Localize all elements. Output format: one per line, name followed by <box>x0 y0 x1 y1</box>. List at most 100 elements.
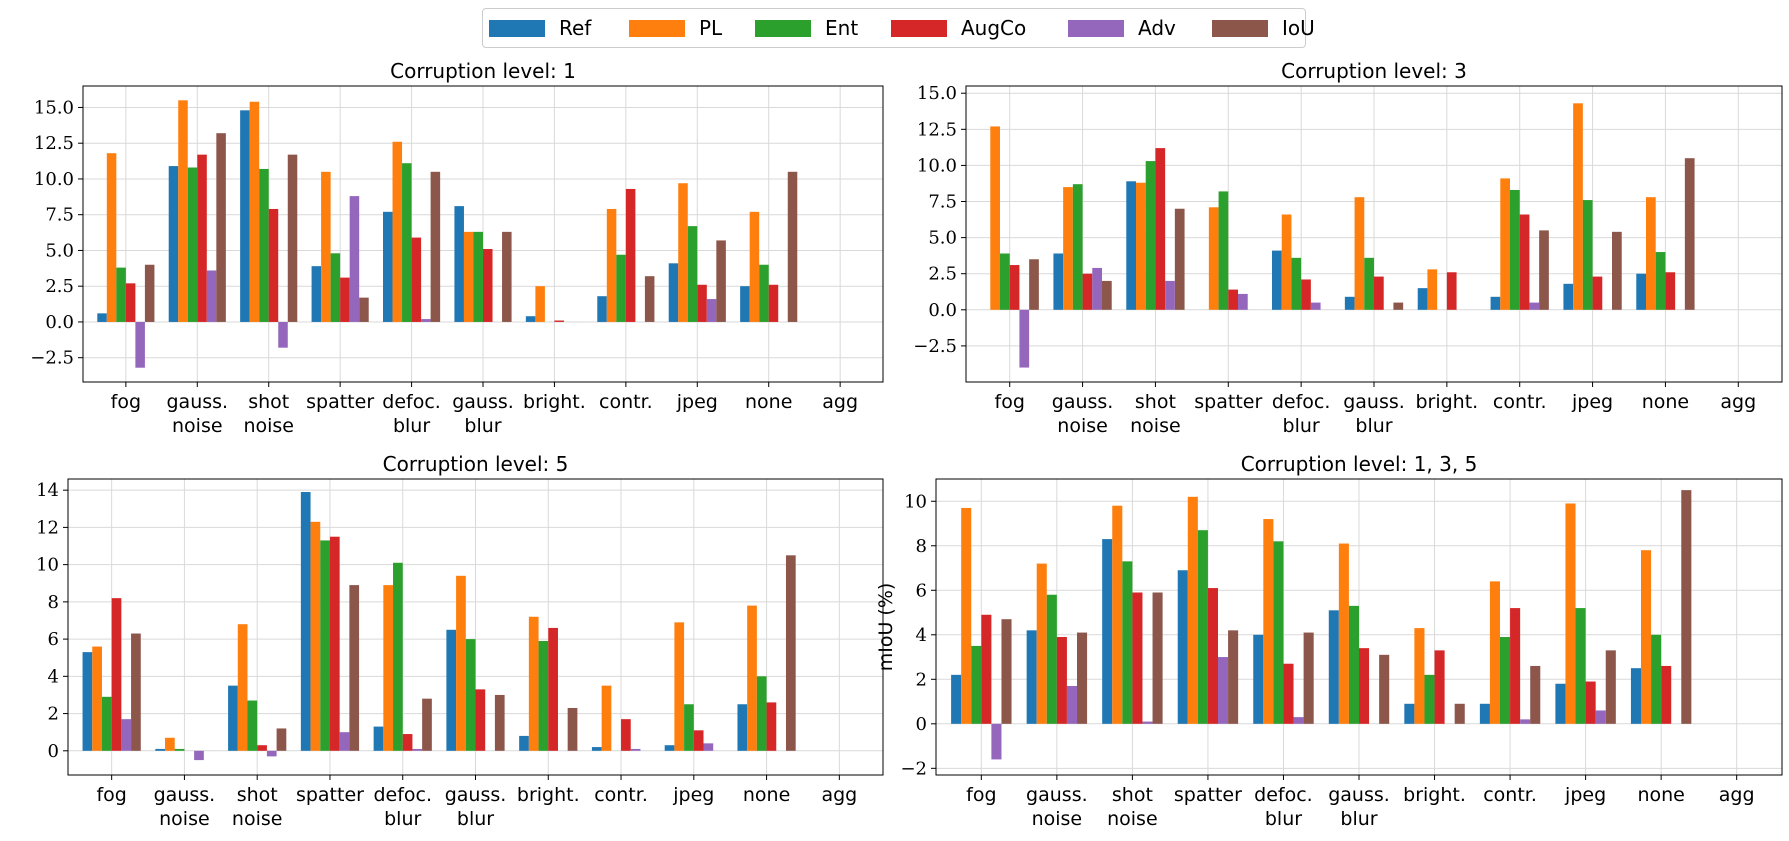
bar-augco-7 <box>1434 650 1445 724</box>
legend-swatch-ent <box>755 20 811 37</box>
bar-ent-1 <box>116 267 126 322</box>
bar-iou-8 <box>644 276 655 322</box>
bar-pl-8 <box>1500 178 1510 310</box>
bar-adv-1 <box>121 719 132 751</box>
bar-iou-10 <box>787 171 798 322</box>
bar-adv-3 <box>278 321 288 348</box>
bar-adv-9 <box>1595 710 1606 724</box>
bar-pl-4 <box>1187 496 1198 724</box>
bar-iou-3 <box>276 728 287 751</box>
bar-iou-9 <box>1605 650 1616 724</box>
bar-adv-3 <box>1142 721 1153 724</box>
legend-swatch-iou <box>1212 20 1268 37</box>
bar-adv-3 <box>1165 280 1175 310</box>
bar-augco-3 <box>1155 148 1166 310</box>
y-tick-label: 5.0 <box>928 228 957 249</box>
bar-augco-10 <box>766 702 777 751</box>
y-tick-label: 2.5 <box>45 276 74 297</box>
bar-pl-2 <box>1036 563 1047 724</box>
bar-pl-5 <box>1281 214 1292 310</box>
y-tick-label: 7.5 <box>45 205 74 226</box>
bar-ref-6 <box>454 206 464 322</box>
bar-augco-4 <box>340 277 350 322</box>
bar-ent-9 <box>1575 608 1586 724</box>
bar-pl-7 <box>535 286 545 322</box>
bar-pl-9 <box>678 183 688 322</box>
x-tick-label: noise <box>172 415 223 437</box>
x-tick-label: shot <box>248 391 289 413</box>
bar-ref-4 <box>1177 570 1188 724</box>
y-tick-label: −2 <box>900 758 927 779</box>
bar-augco-1 <box>981 614 992 724</box>
x-tick-label: blur <box>464 415 501 437</box>
bar-ref-2 <box>168 166 179 322</box>
bar-ref-10 <box>737 704 748 751</box>
bar-ent-7 <box>1424 674 1435 724</box>
bar-ent-10 <box>1651 634 1662 724</box>
bar-augco-9 <box>697 284 707 322</box>
bar-ent-3 <box>1122 561 1133 724</box>
bar-ent-5 <box>1291 257 1302 310</box>
bar-iou-8 <box>1530 665 1541 724</box>
bar-augco-3 <box>257 745 267 751</box>
x-tick-label: gauss. <box>154 784 216 806</box>
x-tick-label: agg <box>822 391 858 413</box>
bar-pl-8 <box>1489 581 1500 724</box>
bar-augco-9 <box>1592 276 1603 310</box>
bar-ent-5 <box>1273 541 1284 724</box>
bar-augco-2 <box>1082 273 1093 310</box>
bar-iou-1 <box>144 264 155 322</box>
bar-ref-9 <box>668 263 679 322</box>
bar-pl-2 <box>165 737 175 751</box>
y-tick-label: 8 <box>916 536 927 557</box>
legend: Ref PL Ent AugCo Adv IoU <box>482 8 1315 48</box>
bar-iou-7 <box>567 707 578 751</box>
bar-ent-5 <box>402 163 412 322</box>
legend-swatch-pl <box>629 20 685 37</box>
bar-augco-4 <box>329 536 340 751</box>
x-tick-label: noise <box>159 808 210 830</box>
bar-iou-3 <box>1152 592 1163 724</box>
bar-adv-4 <box>1218 657 1229 724</box>
y-tick-label: 2 <box>916 669 927 690</box>
bar-augco-1 <box>125 283 136 322</box>
bar-augco-8 <box>621 719 631 751</box>
y-tick-label: 15.0 <box>34 97 74 118</box>
bar-ref-1 <box>97 313 107 322</box>
bar-adv-5 <box>412 748 423 751</box>
bar-pl-4 <box>321 171 331 322</box>
bar-ref-5 <box>1253 634 1264 724</box>
bar-ref-7 <box>1404 703 1415 724</box>
bar-ref-2 <box>155 748 166 751</box>
bar-ent-9 <box>684 704 694 751</box>
bar-pl-5 <box>1263 519 1274 724</box>
bar-augco-7 <box>1446 272 1457 310</box>
bar-iou-2 <box>1102 280 1112 310</box>
bar-pl-7 <box>1427 269 1438 310</box>
bar-augco-1 <box>1009 265 1020 310</box>
x-tick-label: noise <box>1107 808 1158 830</box>
bar-ref-4 <box>311 266 322 322</box>
legend-label: Adv <box>1138 16 1176 40</box>
bar-iou-6 <box>494 694 505 751</box>
bar-augco-7 <box>548 627 558 751</box>
bar-ref-2 <box>1026 630 1037 724</box>
legend-swatch-augco <box>891 20 947 37</box>
bar-iou-6 <box>502 231 512 322</box>
bar-pl-1 <box>990 126 1000 310</box>
y-tick-label: 0 <box>916 714 927 735</box>
bar-ent-7 <box>538 640 549 751</box>
bar-ent-4 <box>330 253 341 322</box>
y-tick-label: 5.0 <box>45 240 74 261</box>
x-tick-label: spatter <box>306 391 374 413</box>
x-tick-label: fog <box>111 391 141 413</box>
x-tick-label: gauss. <box>1052 391 1114 413</box>
bar-adv-2 <box>1092 267 1102 310</box>
bar-augco-7 <box>554 320 564 322</box>
bar-ref-4 <box>300 492 311 751</box>
bar-adv-5 <box>1293 717 1304 724</box>
chart-title: Corruption level: 1 <box>390 59 576 83</box>
bar-adv-4 <box>1238 293 1248 310</box>
bar-adv-2 <box>206 270 217 322</box>
y-tick-label: 10 <box>36 555 59 576</box>
